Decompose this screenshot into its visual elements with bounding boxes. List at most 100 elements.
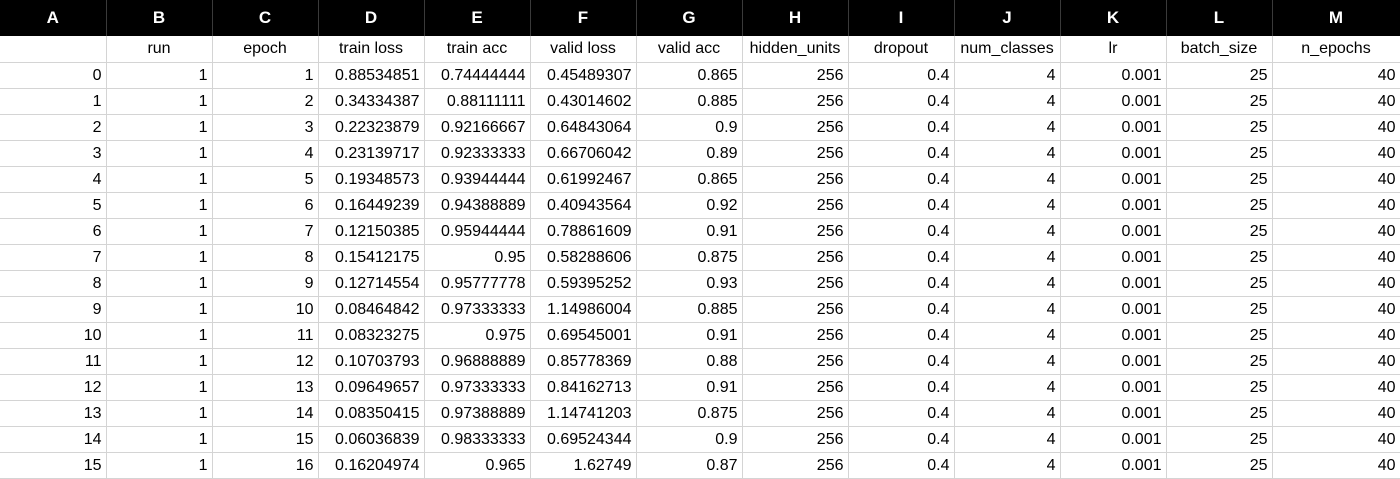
cell-epoch[interactable]: 1 bbox=[212, 62, 319, 89]
cell-hidden-units[interactable]: 256 bbox=[742, 62, 849, 89]
cell-num-classes[interactable]: 4 bbox=[954, 218, 1061, 245]
cell-num-classes[interactable]: 4 bbox=[954, 166, 1061, 193]
cell-dropout[interactable]: 0.4 bbox=[848, 166, 955, 193]
cell-epoch[interactable]: 11 bbox=[212, 322, 319, 349]
cell-num-classes[interactable]: 4 bbox=[954, 322, 1061, 349]
cell-train-acc[interactable]: 0.97333333 bbox=[424, 374, 531, 401]
cell-valid-loss[interactable]: 0.61992467 bbox=[530, 166, 637, 193]
cell-train-loss[interactable]: 0.22323879 bbox=[318, 114, 425, 141]
cell-epoch[interactable]: 5 bbox=[212, 166, 319, 193]
cell-batch-size[interactable]: 25 bbox=[1166, 348, 1273, 375]
cell-run[interactable]: 1 bbox=[106, 62, 213, 89]
cell-train-acc[interactable]: 0.95777778 bbox=[424, 270, 531, 297]
cell-lr[interactable]: 0.001 bbox=[1060, 400, 1167, 427]
cell-train-loss[interactable]: 0.19348573 bbox=[318, 166, 425, 193]
cell-valid-loss[interactable]: 0.43014602 bbox=[530, 88, 637, 115]
cell-train-acc[interactable]: 0.97388889 bbox=[424, 400, 531, 427]
cell-train-acc[interactable]: 0.94388889 bbox=[424, 192, 531, 219]
cell-valid-acc[interactable]: 0.91 bbox=[636, 374, 743, 401]
cell-valid-loss[interactable]: 1.14741203 bbox=[530, 400, 637, 427]
cell-valid-acc[interactable]: 0.865 bbox=[636, 166, 743, 193]
cell-lr[interactable]: 0.001 bbox=[1060, 88, 1167, 115]
cell-epoch[interactable]: 4 bbox=[212, 140, 319, 167]
cell-train-loss[interactable]: 0.16204974 bbox=[318, 452, 425, 479]
cell-epoch[interactable]: 2 bbox=[212, 88, 319, 115]
cell-lr[interactable]: 0.001 bbox=[1060, 140, 1167, 167]
cell-run[interactable]: 1 bbox=[106, 296, 213, 323]
cell-run[interactable]: 1 bbox=[106, 270, 213, 297]
column-letter-h[interactable]: H bbox=[742, 0, 849, 36]
cell-valid-loss[interactable]: 0.59395252 bbox=[530, 270, 637, 297]
cell-dropout[interactable]: 0.4 bbox=[848, 374, 955, 401]
cell-run[interactable]: 1 bbox=[106, 114, 213, 141]
cell-train-loss[interactable]: 0.34334387 bbox=[318, 88, 425, 115]
cell-hidden-units[interactable]: 256 bbox=[742, 400, 849, 427]
cell-num-classes[interactable]: 4 bbox=[954, 348, 1061, 375]
cell-train-acc[interactable]: 0.92166667 bbox=[424, 114, 531, 141]
header-cell-batch-size[interactable]: batch_size bbox=[1166, 36, 1273, 63]
cell-valid-acc[interactable]: 0.89 bbox=[636, 140, 743, 167]
cell-dropout[interactable]: 0.4 bbox=[848, 88, 955, 115]
cell-num-classes[interactable]: 4 bbox=[954, 296, 1061, 323]
cell-epoch[interactable]: 7 bbox=[212, 218, 319, 245]
cell-batch-size[interactable]: 25 bbox=[1166, 88, 1273, 115]
cell-num-classes[interactable]: 4 bbox=[954, 62, 1061, 89]
cell-valid-loss[interactable]: 0.78861609 bbox=[530, 218, 637, 245]
cell-n-epochs[interactable]: 40 bbox=[1272, 296, 1400, 323]
cell-n-epochs[interactable]: 40 bbox=[1272, 62, 1400, 89]
cell-train-loss[interactable]: 0.12714554 bbox=[318, 270, 425, 297]
cell-train-acc[interactable]: 0.88111111 bbox=[424, 88, 531, 115]
cell-batch-size[interactable]: 25 bbox=[1166, 322, 1273, 349]
cell-epoch[interactable]: 14 bbox=[212, 400, 319, 427]
cell-epoch[interactable]: 6 bbox=[212, 192, 319, 219]
cell-run[interactable]: 1 bbox=[106, 400, 213, 427]
cell-valid-acc[interactable]: 0.88 bbox=[636, 348, 743, 375]
cell-batch-size[interactable]: 25 bbox=[1166, 192, 1273, 219]
cell-train-acc[interactable]: 0.92333333 bbox=[424, 140, 531, 167]
cell-valid-loss[interactable]: 0.40943564 bbox=[530, 192, 637, 219]
cell-lr[interactable]: 0.001 bbox=[1060, 322, 1167, 349]
cell-valid-acc[interactable]: 0.885 bbox=[636, 296, 743, 323]
cell-batch-size[interactable]: 25 bbox=[1166, 270, 1273, 297]
header-cell-hidden-units[interactable]: hidden_units bbox=[742, 36, 849, 63]
cell-hidden-units[interactable]: 256 bbox=[742, 244, 849, 271]
cell-run[interactable]: 1 bbox=[106, 426, 213, 453]
column-letter-a[interactable]: A bbox=[0, 0, 107, 36]
cell-index[interactable]: 6 bbox=[0, 218, 107, 245]
cell-run[interactable]: 1 bbox=[106, 244, 213, 271]
cell-num-classes[interactable]: 4 bbox=[954, 192, 1061, 219]
column-letter-j[interactable]: J bbox=[954, 0, 1061, 36]
cell-valid-acc[interactable]: 0.865 bbox=[636, 62, 743, 89]
cell-batch-size[interactable]: 25 bbox=[1166, 62, 1273, 89]
cell-index[interactable]: 0 bbox=[0, 62, 107, 89]
cell-train-acc[interactable]: 0.95944444 bbox=[424, 218, 531, 245]
cell-lr[interactable]: 0.001 bbox=[1060, 114, 1167, 141]
cell-train-acc[interactable]: 0.98333333 bbox=[424, 426, 531, 453]
cell-num-classes[interactable]: 4 bbox=[954, 426, 1061, 453]
cell-dropout[interactable]: 0.4 bbox=[848, 192, 955, 219]
header-cell-epoch[interactable]: epoch bbox=[212, 36, 319, 63]
cell-train-acc[interactable]: 0.97333333 bbox=[424, 296, 531, 323]
cell-n-epochs[interactable]: 40 bbox=[1272, 452, 1400, 479]
cell-epoch[interactable]: 12 bbox=[212, 348, 319, 375]
cell-n-epochs[interactable]: 40 bbox=[1272, 114, 1400, 141]
cell-index[interactable]: 12 bbox=[0, 374, 107, 401]
cell-dropout[interactable]: 0.4 bbox=[848, 62, 955, 89]
column-letter-d[interactable]: D bbox=[318, 0, 425, 36]
cell-train-acc[interactable]: 0.95 bbox=[424, 244, 531, 271]
cell-lr[interactable]: 0.001 bbox=[1060, 270, 1167, 297]
cell-num-classes[interactable]: 4 bbox=[954, 400, 1061, 427]
cell-run[interactable]: 1 bbox=[106, 348, 213, 375]
cell-epoch[interactable]: 13 bbox=[212, 374, 319, 401]
cell-batch-size[interactable]: 25 bbox=[1166, 114, 1273, 141]
cell-dropout[interactable]: 0.4 bbox=[848, 452, 955, 479]
cell-num-classes[interactable]: 4 bbox=[954, 244, 1061, 271]
cell-num-classes[interactable]: 4 bbox=[954, 270, 1061, 297]
cell-valid-loss[interactable]: 0.66706042 bbox=[530, 140, 637, 167]
header-cell-n-epochs[interactable]: n_epochs bbox=[1272, 36, 1400, 63]
cell-hidden-units[interactable]: 256 bbox=[742, 270, 849, 297]
cell-train-loss[interactable]: 0.88534851 bbox=[318, 62, 425, 89]
header-cell-train-loss[interactable]: train loss bbox=[318, 36, 425, 63]
cell-valid-acc[interactable]: 0.93 bbox=[636, 270, 743, 297]
cell-dropout[interactable]: 0.4 bbox=[848, 426, 955, 453]
